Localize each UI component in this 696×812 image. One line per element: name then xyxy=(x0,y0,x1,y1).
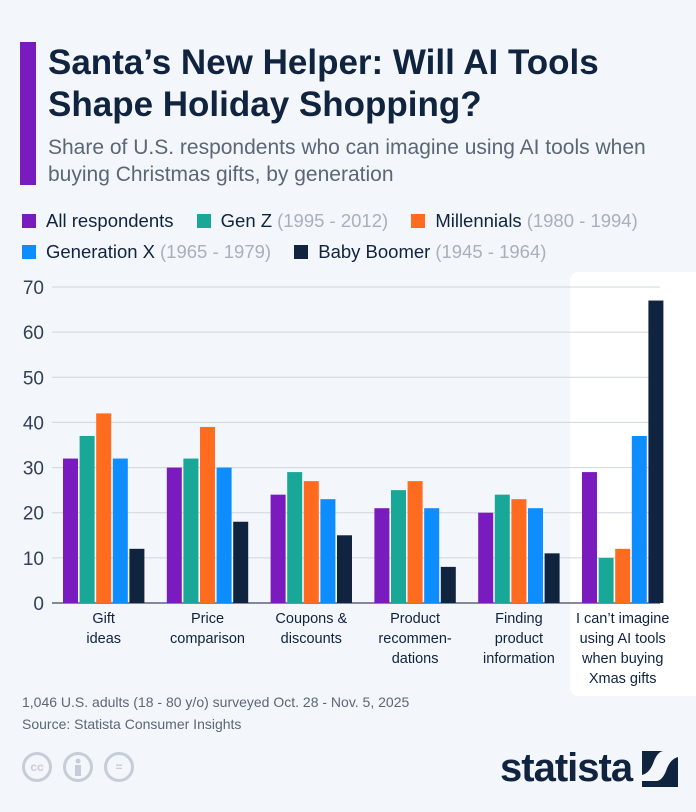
bar-4-0 xyxy=(129,548,145,603)
x-tick-label: information xyxy=(483,651,555,667)
statista-logo-icon xyxy=(642,750,679,787)
survey-note: 1,046 U.S. adults (18 - 80 y/o) surveyed… xyxy=(22,694,410,710)
bar-0-1 xyxy=(166,467,182,603)
statista-logo: statista xyxy=(500,746,679,791)
y-tick-label: 70 xyxy=(23,278,44,299)
bar-3-3 xyxy=(424,508,440,603)
legend-item-millennials: Millennials (1980 - 1994) xyxy=(411,206,638,236)
y-tick-label: 0 xyxy=(33,594,44,615)
legend-swatch xyxy=(196,214,211,228)
attribution-icon xyxy=(63,752,93,782)
legend-swatch xyxy=(411,214,426,228)
legend-item-genz: Gen Z (1995 - 2012) xyxy=(196,206,389,236)
bar-3-0 xyxy=(112,458,128,603)
x-tick-label: recommen- xyxy=(378,631,451,647)
bar-1-2 xyxy=(287,472,303,603)
legend-label: Baby Boomer xyxy=(318,241,431,262)
x-tick-label: Finding xyxy=(495,611,543,627)
x-tick-label: ideas xyxy=(86,631,121,647)
legend-label: Gen Z xyxy=(220,210,273,231)
cc-label: cc xyxy=(30,760,44,774)
bar-2-5 xyxy=(615,548,631,603)
x-tick-label: using AI tools xyxy=(580,631,666,647)
bar-0-2 xyxy=(270,494,286,603)
y-tick-label: 10 xyxy=(23,549,44,570)
cc-icon: cc xyxy=(22,752,52,782)
bar-2-4 xyxy=(511,499,527,603)
bar-4-5 xyxy=(648,300,664,603)
x-tick-label: dations xyxy=(392,651,439,667)
bar-0-3 xyxy=(374,508,390,603)
title-accent-bar xyxy=(20,42,36,185)
x-tick-label: comparison xyxy=(170,631,245,647)
x-tick-label: I can’t imagine xyxy=(576,611,670,627)
legend-label: All respondents xyxy=(46,210,174,231)
legend-label: Millennials xyxy=(435,210,522,231)
legend-swatch xyxy=(294,245,309,259)
legend-label: Generation X xyxy=(46,241,156,262)
bar-1-5 xyxy=(598,557,614,603)
logo-text: statista xyxy=(500,746,633,790)
y-tick-label: 20 xyxy=(23,504,44,525)
bar-0-5 xyxy=(582,472,597,603)
bar-3-2 xyxy=(320,499,336,603)
chart-subtitle: Share of U.S. respondents who can imagin… xyxy=(48,136,646,186)
x-tick-label: Xmas gifts xyxy=(589,671,657,687)
bar-4-1 xyxy=(233,521,249,603)
bar-1-3 xyxy=(391,490,406,603)
x-tick-label: when buying xyxy=(581,651,663,667)
bar-chart: 0 10 20 30 40 50 60 70 Gift ideas Price comparison C… xyxy=(23,272,696,696)
legend-swatch xyxy=(22,245,36,259)
x-tick-label: Price xyxy=(191,611,224,627)
bar-3-4 xyxy=(528,508,543,603)
legend-item-genx: Generation X (1965 - 1979) xyxy=(22,237,271,267)
x-tick-label: discounts xyxy=(281,631,342,647)
bar-1-0 xyxy=(79,435,95,603)
bar-1-4 xyxy=(494,494,510,603)
x-tick-label: product xyxy=(495,631,543,647)
y-tick-label: 40 xyxy=(23,413,44,434)
y-tick-label: 60 xyxy=(23,323,44,344)
legend-years: (1945 - 1964) xyxy=(435,241,547,262)
bar-4-4 xyxy=(544,553,560,603)
bar-4-3 xyxy=(440,566,456,603)
legend-years: (1995 - 2012) xyxy=(277,210,389,231)
legend-item-boomer: Baby Boomer (1945 - 1964) xyxy=(294,237,546,267)
bar-1-1 xyxy=(183,458,199,603)
legend-item-all: All respondents xyxy=(22,206,174,236)
nd-label: = xyxy=(115,760,123,774)
bar-2-1 xyxy=(200,426,215,603)
legend-years: (1965 - 1979) xyxy=(160,241,272,262)
bar-2-2 xyxy=(303,481,319,603)
y-tick-label: 30 xyxy=(23,459,44,480)
x-tick-label: Coupons & xyxy=(275,611,347,627)
bar-2-3 xyxy=(407,481,423,603)
legend-swatch xyxy=(22,214,36,228)
bar-0-4 xyxy=(478,512,494,603)
legend-years: (1980 - 1994) xyxy=(526,210,638,231)
x-tick-label: Gift xyxy=(92,611,115,627)
x-tick-label: Product xyxy=(390,611,440,627)
bar-3-5 xyxy=(631,435,647,603)
bar-2-0 xyxy=(96,413,112,603)
bar-0-0 xyxy=(63,458,78,603)
source-note: Source: Statista Consumer Insights xyxy=(22,716,242,732)
y-tick-label: 50 xyxy=(23,368,44,389)
no-derivatives-icon: = xyxy=(104,752,134,782)
bar-4-2 xyxy=(337,535,352,603)
legend: All respondents Gen Z (1995 - 2012) Mille… xyxy=(22,206,692,268)
chart-title: Santa’s New Helper: Will AI Tools Shape … xyxy=(48,43,599,124)
bar-3-1 xyxy=(216,467,232,603)
